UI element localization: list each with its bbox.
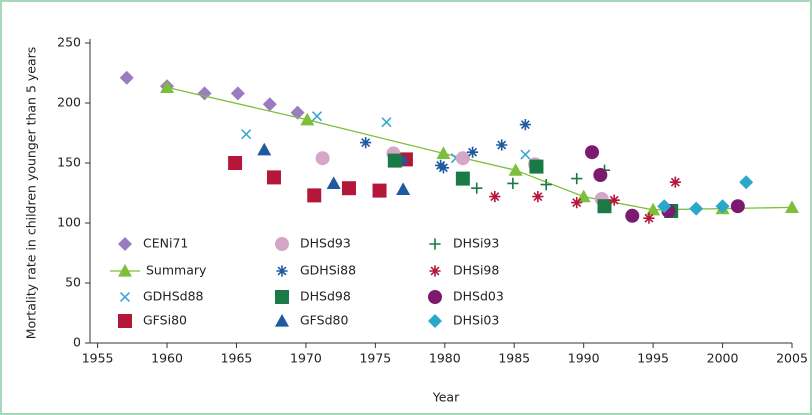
- marker-asterisk: [519, 119, 531, 131]
- marker-diamond: [657, 199, 672, 214]
- marker-triangle: [785, 200, 799, 213]
- marker-triangle: [646, 202, 661, 216]
- marker-square: [307, 188, 322, 203]
- marker-asterisk: [643, 212, 655, 224]
- marker-asterisk: [360, 137, 372, 149]
- legend-label: DHSi98: [453, 263, 499, 278]
- marker-triangle: [257, 142, 272, 156]
- marker-diamond: [715, 199, 730, 214]
- marker-asterisk: [437, 162, 450, 174]
- legend-label: DHSi03: [453, 313, 499, 328]
- marker-x: [381, 117, 392, 128]
- marker-circle: [428, 290, 442, 304]
- marker-circle: [593, 168, 608, 182]
- y-tick-label: 250: [57, 35, 81, 50]
- marker-triangle: [118, 264, 132, 277]
- marker-asterisk: [397, 155, 409, 167]
- marker-asterisk: [571, 197, 583, 209]
- marker-plus: [429, 238, 441, 250]
- summary-line: [166, 86, 793, 211]
- marker-square: [118, 314, 132, 328]
- marker-asterisk: [429, 265, 441, 277]
- marker-square: [372, 183, 387, 198]
- marker-square: [529, 159, 544, 174]
- x-axis-label: Year: [432, 390, 460, 405]
- marker-asterisk: [608, 194, 620, 206]
- legend-label: DHSd93: [300, 236, 351, 251]
- legend-label: GFSi80: [143, 313, 187, 328]
- marker-square: [266, 170, 281, 185]
- marker-triangle: [326, 176, 341, 189]
- x-tick-label: 1965: [221, 351, 253, 366]
- marker-triangle: [275, 314, 289, 327]
- legend-label: CENi71: [143, 236, 188, 251]
- marker-square: [597, 199, 612, 214]
- marker-square: [228, 156, 243, 170]
- x-tick-label: 2005: [776, 351, 808, 366]
- marker-asterisk: [276, 265, 288, 277]
- marker-asterisk: [532, 191, 544, 203]
- legend-label: Summary: [146, 263, 207, 278]
- marker-plus: [571, 173, 583, 185]
- marker-asterisk: [669, 176, 681, 188]
- y-tick-label: 150: [57, 155, 81, 170]
- marker-circle: [275, 237, 289, 251]
- marker-triangle: [160, 80, 175, 93]
- marker-square: [455, 171, 470, 186]
- marker-triangle: [508, 163, 523, 176]
- x-tick-label: 1955: [82, 351, 114, 366]
- x-tick-label: 1980: [429, 351, 461, 366]
- legend-label: GDHSd88: [143, 289, 204, 304]
- y-tick-label: 0: [73, 335, 81, 350]
- marker-diamond: [230, 86, 245, 101]
- legend-label: DHSi93: [453, 236, 499, 251]
- marker-circle: [730, 199, 745, 214]
- marker-plus: [540, 179, 552, 191]
- marker-plus: [471, 182, 483, 194]
- marker-triangle: [396, 182, 411, 195]
- marker-diamond: [119, 70, 134, 85]
- legend-label: DHSd98: [300, 289, 351, 304]
- marker-diamond: [118, 237, 132, 251]
- marker-x: [119, 291, 131, 303]
- x-tick-label: 2000: [707, 351, 739, 366]
- marker-square: [387, 153, 402, 168]
- marker-diamond: [739, 175, 754, 190]
- marker-x: [311, 111, 323, 122]
- marker-asterisk: [466, 146, 479, 158]
- marker-x: [241, 129, 252, 140]
- legend-label: GDHSi88: [300, 263, 356, 278]
- y-tick-label: 50: [65, 275, 81, 290]
- marker-diamond: [428, 314, 442, 328]
- x-tick-label: 1970: [290, 351, 322, 366]
- marker-diamond: [262, 97, 277, 112]
- marker-circle: [315, 151, 330, 166]
- x-tick-label: 1960: [151, 351, 183, 366]
- x-tick-label: 1985: [498, 351, 530, 366]
- marker-plus: [507, 177, 519, 189]
- x-tick-label: 1975: [359, 351, 391, 366]
- x-tick-label: 1990: [568, 351, 600, 366]
- x-tick-label: 1995: [637, 351, 669, 366]
- legend-label: GFSd80: [300, 313, 348, 328]
- marker-triangle: [436, 146, 451, 159]
- marker-asterisk: [496, 139, 508, 151]
- y-axis-label: Mortality rate in children younger than …: [24, 47, 39, 340]
- marker-triangle: [300, 112, 315, 126]
- marker-square: [341, 181, 356, 196]
- marker-asterisk: [489, 191, 501, 203]
- marker-diamond: [689, 201, 704, 216]
- marker-circle: [585, 145, 600, 160]
- marker-circle: [625, 208, 640, 223]
- marker-x: [520, 149, 531, 160]
- marker-square: [275, 290, 289, 304]
- marker-circle: [455, 151, 470, 166]
- y-tick-label: 200: [57, 95, 81, 110]
- legend-label: DHSd03: [453, 289, 504, 304]
- y-tick-label: 100: [57, 215, 81, 230]
